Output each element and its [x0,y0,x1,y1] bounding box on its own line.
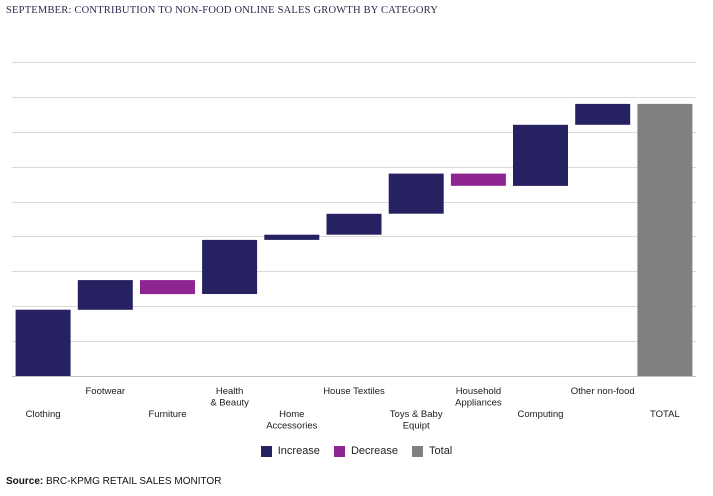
category-label-computing: Computing [518,409,564,420]
category-label-total: TOTAL [650,409,680,420]
source-note: Source: BRC-KPMG RETAIL SALES MONITOR [6,476,221,487]
bar-toys-baby-equipt [388,173,444,214]
category-label-toys-baby-equipt: Toys & Baby Equipt [390,409,443,432]
bar-footwear [77,280,133,310]
legend-label-increase: Increase [277,445,320,457]
bar-household-appliances [450,173,506,186]
legend-swatch-total [412,445,424,457]
bar-furniture [140,280,195,295]
legend-item-total: Total [412,445,452,457]
bar-house-textiles [326,213,382,235]
bar-total [637,103,693,377]
legend-swatch-increase [260,445,272,457]
bar-clothing [15,309,71,376]
legend-label-total: Total [429,445,453,457]
legend-item-increase: Increase [260,445,320,457]
category-label-health-beauty: Health & Beauty [210,386,249,409]
bar-computing [513,124,568,186]
legend-item-decrease: Decrease [333,445,399,457]
bar-other-non-food [575,103,631,125]
bar-home-accessories [264,234,320,240]
legend-swatch-decrease [333,445,345,457]
category-label-house-textiles: House Textiles [323,386,385,397]
source-text: BRC-KPMG RETAIL SALES MONITOR [46,476,222,487]
category-label-clothing: Clothing [26,409,61,420]
category-label-home-accessories: Home Accessories [266,409,317,432]
bar-health-beauty [202,239,258,294]
category-label-furniture: Furniture [148,409,186,420]
chart-legend: Increase Decrease Total [0,445,713,457]
waterfall-chart: Clothing Footwear Furniture Health & Beauty H… [12,62,696,432]
category-label-footwear: Footwear [85,386,125,397]
chart-title: SEPTEMBER: CONTRIBUTION TO NON-FOOD ONLI… [6,5,439,16]
category-label-household-appliances: Household Appliances [455,386,502,409]
category-label-other-non-food: Other non-food [571,386,635,397]
legend-label-decrease: Decrease [350,445,399,457]
source-prefix: Source: [6,476,44,487]
